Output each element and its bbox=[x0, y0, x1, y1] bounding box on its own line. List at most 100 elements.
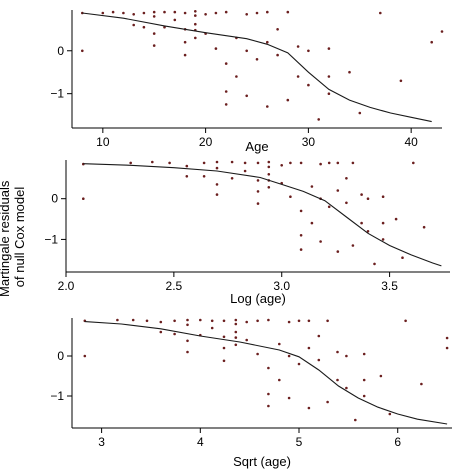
data-point bbox=[255, 58, 259, 61]
data-point bbox=[366, 230, 370, 233]
data-point bbox=[440, 30, 444, 33]
data-point bbox=[267, 173, 271, 176]
data-point bbox=[186, 350, 189, 354]
data-point bbox=[289, 161, 292, 165]
data-point bbox=[345, 177, 348, 180]
data-point bbox=[412, 161, 415, 165]
data-point bbox=[276, 53, 279, 57]
data-point bbox=[224, 62, 228, 65]
data-point bbox=[173, 18, 177, 22]
data-point bbox=[245, 13, 248, 16]
data-point bbox=[345, 354, 348, 358]
data-point bbox=[256, 352, 259, 356]
data-point bbox=[360, 193, 363, 196]
data-point bbox=[210, 319, 214, 323]
data-point bbox=[266, 40, 269, 44]
data-point bbox=[234, 336, 238, 339]
data-point bbox=[183, 11, 187, 15]
data-point bbox=[379, 374, 383, 378]
data-point bbox=[379, 11, 382, 15]
x-tick-label: 3 bbox=[98, 435, 105, 449]
data-point bbox=[152, 44, 156, 47]
data-point bbox=[299, 234, 303, 237]
panel-log-age: 0 −1 2.0 2.5 3.0 3.5 Log (age) bbox=[44, 160, 450, 306]
y-axis-label-line1: Martingale residuals bbox=[0, 180, 12, 297]
panel-age: 0 −1 10 20 30 40 Age bbox=[50, 10, 444, 154]
data-point bbox=[327, 47, 331, 50]
data-point bbox=[445, 336, 449, 340]
data-point bbox=[401, 256, 404, 260]
data-point bbox=[336, 189, 340, 192]
data-point bbox=[287, 354, 291, 358]
data-point bbox=[152, 10, 156, 14]
data-point bbox=[159, 320, 163, 324]
y-tick-label: −1 bbox=[44, 232, 58, 246]
y-axis-label-line2: of null Cox model bbox=[12, 187, 27, 288]
data-point bbox=[430, 40, 434, 44]
data-point bbox=[266, 105, 269, 108]
data-point bbox=[256, 202, 260, 205]
data-point bbox=[129, 161, 132, 165]
x-axis-label: Log (age) bbox=[230, 291, 286, 306]
data-point bbox=[222, 319, 226, 323]
data-point bbox=[132, 23, 135, 27]
data-point bbox=[336, 250, 340, 253]
data-point bbox=[163, 10, 166, 14]
data-point bbox=[230, 160, 234, 164]
data-point bbox=[345, 386, 348, 390]
data-point bbox=[317, 118, 321, 121]
data-point bbox=[101, 11, 105, 15]
data-point bbox=[199, 318, 202, 322]
data-point bbox=[267, 366, 270, 370]
data-point bbox=[183, 53, 187, 57]
data-point bbox=[381, 221, 385, 225]
data-point bbox=[307, 406, 311, 410]
data-point bbox=[297, 362, 301, 366]
data-point bbox=[202, 175, 206, 178]
data-point bbox=[194, 10, 197, 13]
y-tick-label: 0 bbox=[57, 349, 64, 363]
data-point bbox=[310, 221, 314, 225]
data-point bbox=[234, 343, 238, 347]
smoothed-fit-line bbox=[83, 163, 442, 267]
data-point bbox=[122, 11, 125, 15]
data-point bbox=[186, 318, 189, 322]
data-point bbox=[215, 183, 219, 186]
data-point bbox=[351, 244, 355, 247]
data-point bbox=[422, 225, 426, 229]
data-point bbox=[185, 164, 189, 168]
data-point bbox=[234, 322, 238, 326]
data-point bbox=[336, 161, 340, 165]
data-point bbox=[404, 319, 407, 323]
data-point bbox=[296, 45, 300, 48]
data-point bbox=[366, 197, 370, 200]
data-point bbox=[267, 392, 270, 396]
data-point bbox=[317, 334, 321, 338]
data-point bbox=[234, 318, 238, 322]
data-point bbox=[145, 319, 149, 323]
data-point bbox=[336, 378, 339, 382]
data-point bbox=[420, 382, 423, 386]
data-point bbox=[152, 32, 156, 35]
data-point bbox=[289, 195, 292, 198]
data-point bbox=[267, 404, 270, 408]
data-point bbox=[215, 193, 219, 196]
data-point bbox=[296, 75, 300, 78]
data-point bbox=[280, 164, 284, 167]
data-point bbox=[373, 262, 376, 266]
data-point bbox=[224, 90, 228, 93]
data-point bbox=[360, 221, 363, 225]
data-point bbox=[168, 161, 171, 165]
data-point bbox=[317, 358, 321, 362]
data-point bbox=[327, 205, 331, 209]
data-point bbox=[307, 49, 310, 53]
data-point bbox=[297, 319, 301, 323]
data-point bbox=[111, 10, 115, 14]
data-point bbox=[348, 70, 351, 74]
data-point bbox=[202, 161, 206, 165]
data-point bbox=[267, 160, 271, 164]
data-point bbox=[215, 166, 219, 170]
data-point bbox=[267, 165, 271, 169]
data-point bbox=[224, 10, 228, 14]
